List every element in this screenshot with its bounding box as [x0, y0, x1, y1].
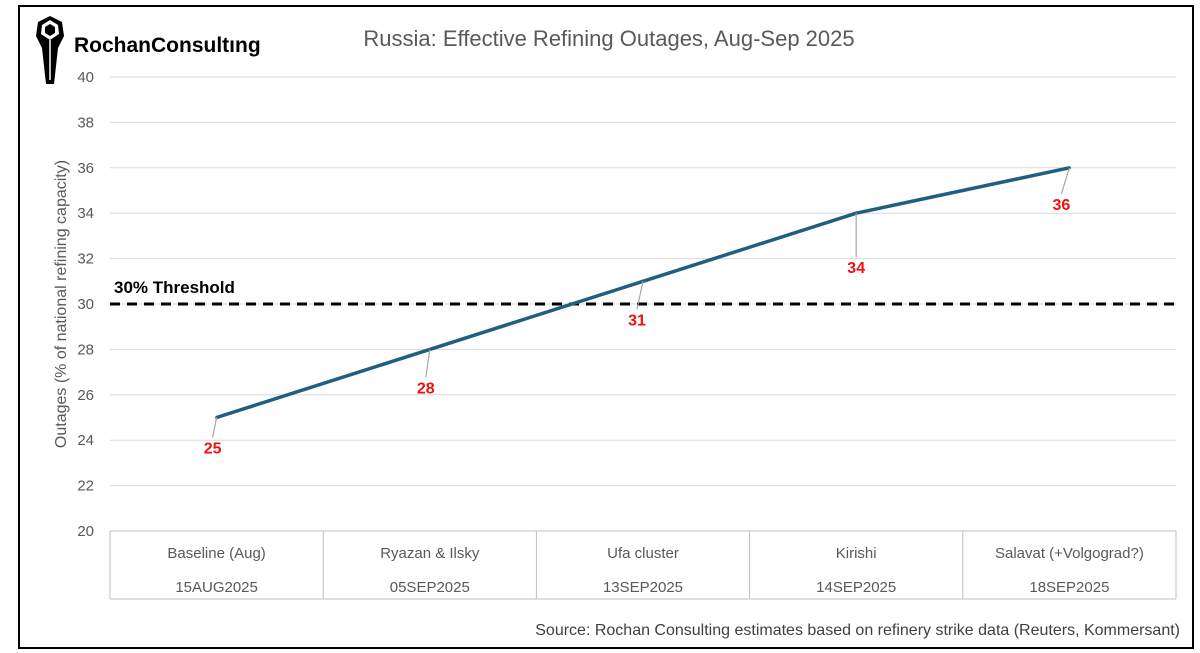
- x-date-label: 14SEP2025: [816, 579, 896, 596]
- x-category-label: Ufa cluster: [607, 545, 679, 562]
- x-date-label: 05SEP2025: [390, 579, 470, 596]
- data-label: 28: [417, 380, 435, 397]
- y-tick-label: 26: [77, 387, 94, 404]
- logo-icon: [36, 16, 64, 84]
- threshold-label: 30% Threshold: [114, 278, 235, 297]
- leader-line: [636, 281, 644, 310]
- y-tick-label: 38: [77, 114, 94, 131]
- y-tick-label: 30: [77, 296, 94, 313]
- leader-line: [1060, 167, 1070, 194]
- x-date-label: 13SEP2025: [603, 579, 683, 596]
- data-label: 25: [204, 441, 222, 458]
- y-tick-label: 24: [77, 432, 94, 449]
- x-date-label: 15AUG2025: [175, 579, 258, 596]
- leader-line: [212, 417, 218, 438]
- y-tick-label: 36: [77, 160, 94, 177]
- leader-line: [425, 349, 431, 378]
- chart-frame: [18, 5, 1194, 649]
- y-tick-label: 20: [77, 523, 94, 540]
- data-label: 34: [847, 260, 865, 277]
- source-note: Source: Rochan Consulting estimates base…: [535, 622, 1180, 639]
- y-tick-label: 22: [77, 478, 94, 495]
- x-category-label: Kirishi: [836, 545, 877, 562]
- x-date-label: 18SEP2025: [1029, 579, 1109, 596]
- y-axis-label: Outages (% of national refining capacity…: [53, 160, 70, 448]
- data-label: 36: [1053, 197, 1071, 214]
- y-tick-label: 34: [77, 205, 94, 222]
- y-tick-label: 28: [77, 341, 94, 358]
- y-tick-label: 32: [77, 251, 94, 268]
- logo-text: RochanConsultıng: [74, 34, 261, 57]
- x-category-label: Ryazan & Ilsky: [380, 545, 480, 562]
- x-category-label: Baseline (Aug): [167, 545, 265, 562]
- y-tick-label: 40: [77, 69, 94, 86]
- chart-title: Russia: Effective Refining Outages, Aug-…: [363, 26, 854, 51]
- data-label: 31: [628, 312, 646, 329]
- series-line: [216, 166, 1070, 420]
- x-category-label: Salavat (+Volgograd?): [995, 545, 1144, 562]
